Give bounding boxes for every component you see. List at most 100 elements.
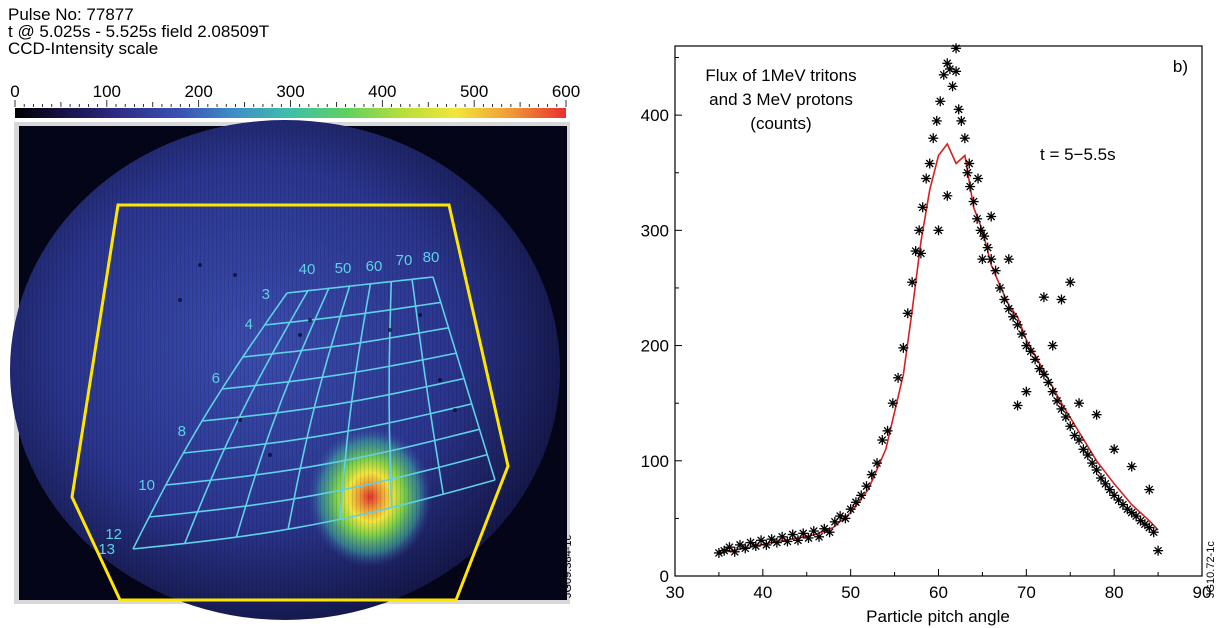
- data-point: [792, 535, 803, 546]
- data-point: [917, 202, 928, 213]
- data-point: [986, 254, 997, 265]
- ccd-speck: [298, 333, 302, 337]
- left-figure-id: JG09.384-1c: [562, 535, 574, 598]
- data-point: [1074, 435, 1085, 446]
- gyroradius-label: 12: [105, 526, 122, 543]
- data-point: [928, 133, 939, 144]
- ccd-speck: [418, 313, 422, 317]
- gyroradius-label: 6: [212, 370, 220, 387]
- data-point: [1109, 444, 1120, 455]
- x-tick-label: 60: [929, 583, 948, 602]
- data-point: [872, 458, 883, 469]
- data-point: [814, 531, 825, 542]
- gyroradius-line: [165, 428, 480, 486]
- gyroradius-label: 10: [138, 477, 155, 494]
- data-point: [1047, 386, 1058, 397]
- data-point: [1095, 473, 1106, 484]
- gyroradius-line: [286, 276, 434, 294]
- data-point: [898, 342, 909, 353]
- data-point: [829, 516, 840, 527]
- data-point: [1122, 504, 1133, 515]
- gyroradius-line: [221, 352, 457, 390]
- data-point: [951, 66, 962, 77]
- colorbar-tick-label: 600: [552, 82, 580, 101]
- data-point: [761, 539, 772, 550]
- data-point: [729, 546, 740, 557]
- ccd-speck: [198, 263, 202, 267]
- pitch-angle-line: [411, 279, 445, 495]
- data-point: [803, 532, 814, 543]
- data-point: [977, 254, 988, 265]
- data-point: [968, 196, 979, 207]
- gyroradius-line: [264, 301, 441, 326]
- data-point: [1034, 363, 1045, 374]
- data-points: [713, 43, 1164, 558]
- data-point: [845, 504, 856, 515]
- right-figure-id: JG10.72-1c: [1205, 541, 1217, 598]
- data-point: [750, 541, 761, 552]
- pitch-angle-labels: 40 50 60 70 80: [299, 249, 440, 278]
- colorbar-tick-label: 400: [368, 82, 396, 101]
- gyroradius-line: [242, 327, 449, 358]
- data-point: [964, 158, 975, 169]
- data-point: [938, 69, 949, 80]
- data-point: [1052, 395, 1063, 406]
- panel-label: b): [1173, 57, 1188, 76]
- data-point: [956, 115, 967, 126]
- data-point: [734, 539, 745, 550]
- pitch-angle-line: [388, 281, 393, 508]
- colorbar: [15, 108, 566, 118]
- data-point: [740, 543, 751, 554]
- data-point: [771, 537, 782, 548]
- data-point: [902, 308, 913, 319]
- data-point: [1139, 519, 1150, 530]
- gyroradius-label: 13: [98, 541, 115, 558]
- ccd-speck: [238, 418, 242, 422]
- data-point: [962, 167, 973, 178]
- data-point: [1008, 311, 1019, 322]
- pitch-angle-line: [339, 283, 372, 520]
- data-point: [924, 158, 935, 169]
- data-point: [1021, 340, 1032, 351]
- data-point: [866, 469, 877, 480]
- pitch-angle-line: [287, 285, 351, 530]
- data-point: [910, 246, 921, 257]
- x-axis-label: Particle pitch angle: [866, 607, 1010, 626]
- ccd-speck: [268, 453, 272, 457]
- gyroradius-label: 4: [245, 316, 253, 333]
- data-point: [1091, 465, 1102, 475]
- gyroradius-label: 3: [262, 286, 270, 303]
- data-point: [1003, 303, 1014, 314]
- data-point: [1047, 340, 1058, 351]
- annotation-line: Flux of 1MeV tritons: [705, 66, 856, 85]
- data-point: [1144, 484, 1155, 495]
- data-point: [959, 133, 970, 144]
- data-point: [1016, 329, 1027, 340]
- data-point: [1065, 421, 1076, 432]
- annotation-line: (counts): [750, 114, 811, 133]
- x-tick-label: 90: [1193, 583, 1212, 602]
- data-point: [1021, 386, 1032, 397]
- pitch-angle-line: [132, 292, 288, 550]
- data-point: [915, 248, 926, 259]
- ccd-speck: [388, 328, 392, 332]
- y-axis-ticks: 0 100 200 300 400: [641, 57, 682, 586]
- x-tick-label: 70: [1017, 583, 1036, 602]
- data-point: [882, 425, 893, 436]
- colorbar-tick-label: 0: [10, 82, 19, 101]
- data-point: [850, 497, 861, 508]
- pitch-angle-label: 80: [423, 249, 440, 266]
- pitch-angle-label: 60: [366, 258, 383, 275]
- ccd-speck: [178, 298, 182, 302]
- data-point: [756, 535, 767, 546]
- gyroradius-line: [183, 403, 472, 454]
- data-point: [1126, 507, 1137, 518]
- colorbar-tick-labels: 0 100 200 300 400 500 600: [10, 82, 580, 101]
- flux-annotation: Flux of 1MeV tritons and 3 MeV protons (co…: [705, 66, 856, 133]
- y-tick-label: 100: [641, 452, 669, 471]
- ccd-speck: [453, 408, 457, 412]
- scale-title: CCD-Intensity scale: [8, 39, 159, 58]
- ccd-speck: [233, 273, 237, 277]
- data-point: [1082, 450, 1093, 461]
- data-point: [1060, 412, 1071, 422]
